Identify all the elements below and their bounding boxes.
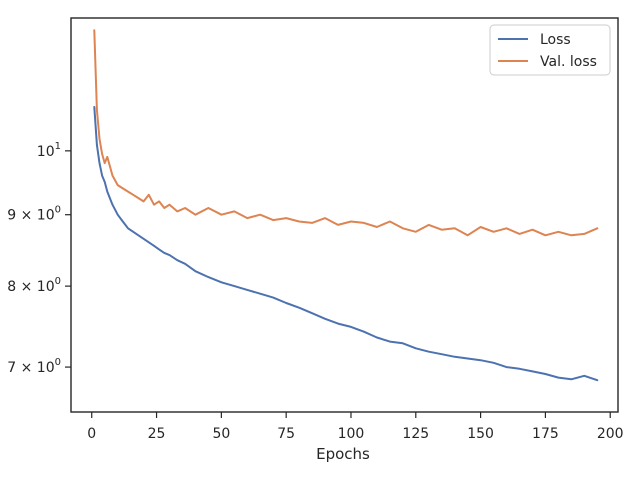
x-axis-label: Epochs bbox=[316, 445, 370, 463]
x-tick-label: 25 bbox=[148, 426, 166, 442]
x-tick-label: 200 bbox=[597, 426, 624, 442]
y-tick-label: 8 × 100 bbox=[7, 276, 61, 295]
y-tick-base: 9 × 10 bbox=[7, 208, 54, 224]
y-tick-label: 7 × 100 bbox=[7, 357, 61, 376]
series-layer bbox=[93, 29, 599, 382]
y-tick-exponent: 0 bbox=[55, 205, 61, 216]
x-tick-label: 75 bbox=[277, 426, 295, 442]
x-tick-label: 0 bbox=[87, 426, 96, 442]
y-tick-base: 7 × 10 bbox=[7, 360, 54, 376]
x-tick-label: 175 bbox=[532, 426, 559, 442]
y-tick-base: 10 bbox=[37, 144, 55, 160]
y-tick-label: 9 × 100 bbox=[7, 205, 61, 224]
x-axis: 0 25 50 75 100 125 150 175 200 bbox=[87, 412, 624, 442]
legend-label: Loss bbox=[540, 32, 571, 48]
x-tick-label: 125 bbox=[402, 426, 429, 442]
legend: Loss Val. loss bbox=[489, 24, 611, 76]
y-tick-exponent: 0 bbox=[55, 357, 61, 368]
y-tick-label: 101 bbox=[37, 141, 61, 160]
x-tick-label: 50 bbox=[212, 426, 230, 442]
series-line-val-loss bbox=[93, 29, 599, 237]
legend-box bbox=[489, 24, 611, 76]
series-line-loss bbox=[93, 106, 599, 382]
y-tick-base: 8 × 10 bbox=[7, 279, 54, 295]
legend-label: Val. loss bbox=[540, 54, 597, 70]
x-tick-label: 100 bbox=[338, 426, 365, 442]
y-tick-exponent: 1 bbox=[55, 141, 61, 152]
x-tick-label: 150 bbox=[467, 426, 494, 442]
y-tick-exponent: 0 bbox=[55, 276, 61, 287]
